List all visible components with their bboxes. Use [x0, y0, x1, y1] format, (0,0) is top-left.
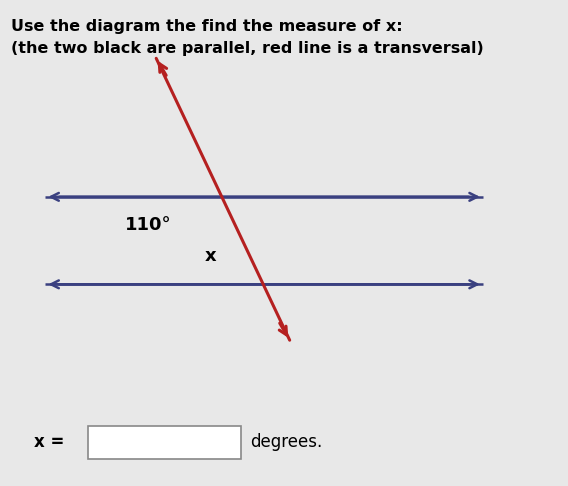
Text: x: x: [204, 247, 216, 265]
Text: x =: x =: [34, 433, 64, 451]
Text: (the two black are parallel, red line is a transversal): (the two black are parallel, red line is…: [11, 41, 484, 56]
Text: 110°: 110°: [125, 216, 172, 234]
Text: degrees.: degrees.: [250, 433, 322, 451]
Text: Use the diagram the find the measure of x:: Use the diagram the find the measure of …: [11, 19, 403, 35]
FancyBboxPatch shape: [88, 426, 241, 459]
